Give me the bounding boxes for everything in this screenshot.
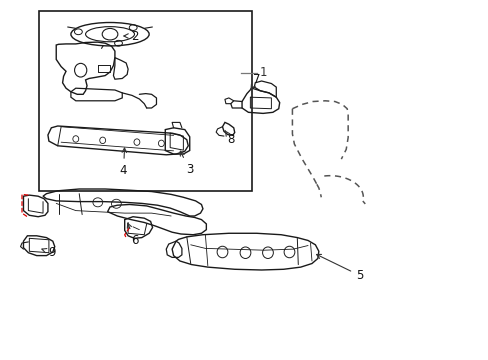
Text: 3: 3 bbox=[180, 151, 193, 176]
Text: 1: 1 bbox=[260, 66, 267, 78]
Text: 5: 5 bbox=[316, 255, 363, 282]
Text: 2: 2 bbox=[123, 30, 138, 42]
Text: 6: 6 bbox=[127, 223, 138, 247]
Text: 7: 7 bbox=[250, 73, 260, 89]
Text: 8: 8 bbox=[224, 130, 234, 146]
Text: 4: 4 bbox=[120, 148, 127, 177]
Text: 9: 9 bbox=[42, 246, 55, 259]
Bar bbox=[39, 11, 251, 191]
